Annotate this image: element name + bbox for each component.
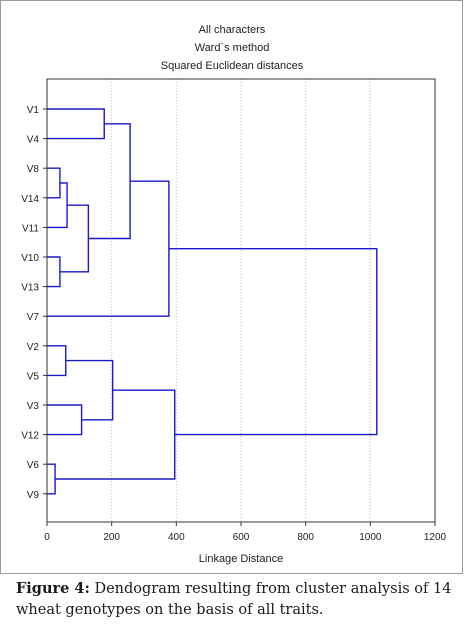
dendrogram-link-2 <box>47 256 61 288</box>
leaf-label-V13: V13 <box>21 283 39 294</box>
dendrogram-link-13 <box>168 247 378 436</box>
dendrogram-link-8 <box>47 108 105 140</box>
dendrogram-chart: All characters Ward`s method Squared Eucli… <box>21 24 447 565</box>
figure-panel: All characters Ward`s method Squared Eucli… <box>0 0 463 574</box>
caption-label: Figure 4: <box>16 580 90 597</box>
leaf-label-V10: V10 <box>21 253 39 264</box>
leaf-label-V8: V8 <box>27 164 40 175</box>
caption-text: Dendogram resulting from cluster analysi… <box>16 581 452 618</box>
dendrogram-link-10 <box>88 123 131 240</box>
dendrogram-link-1 <box>47 167 61 199</box>
dendrogram-link-5 <box>47 182 68 229</box>
dendrogram-link-6 <box>47 404 83 436</box>
x-tick-label-1000: 1000 <box>359 532 382 543</box>
dendrogram-link-3 <box>47 345 67 377</box>
x-tick-label-200: 200 <box>103 532 120 543</box>
leaf-label-V7: V7 <box>27 312 40 323</box>
leaf-label-V3: V3 <box>27 401 40 412</box>
chart-title-line-2: Ward`s method <box>195 42 270 54</box>
dendrogram-link-9 <box>65 359 114 421</box>
x-tick-label-0: 0 <box>44 532 50 543</box>
x-axis-label: Linkage Distance <box>199 553 283 565</box>
leaf-label-V14: V14 <box>21 194 39 205</box>
leaf-label-V11: V11 <box>22 223 39 234</box>
leaf-label-V9: V9 <box>27 490 40 501</box>
leaf-label-V6: V6 <box>27 460 40 471</box>
leaf-label-V12: V12 <box>21 431 39 442</box>
x-tick-label-800: 800 <box>297 532 314 543</box>
x-tick-label-1200: 1200 <box>424 532 447 543</box>
figure-caption: Figure 4: Dendogram resulting from clust… <box>16 578 461 621</box>
leaf-label-V5: V5 <box>27 371 40 382</box>
dendrogram-link-7 <box>59 204 90 273</box>
dendrogram-link-4 <box>47 463 56 495</box>
leaf-label-V4: V4 <box>27 135 40 146</box>
dendrogram-link-11 <box>47 180 170 317</box>
leaf-label-V2: V2 <box>27 342 40 353</box>
x-tick-label-400: 400 <box>168 532 185 543</box>
leaf-label-V1: V1 <box>27 105 40 116</box>
x-tick-label-600: 600 <box>233 532 250 543</box>
chart-title-line-1: All characters <box>199 24 266 36</box>
chart-title-line-3: Squared Euclidean distances <box>161 60 304 72</box>
